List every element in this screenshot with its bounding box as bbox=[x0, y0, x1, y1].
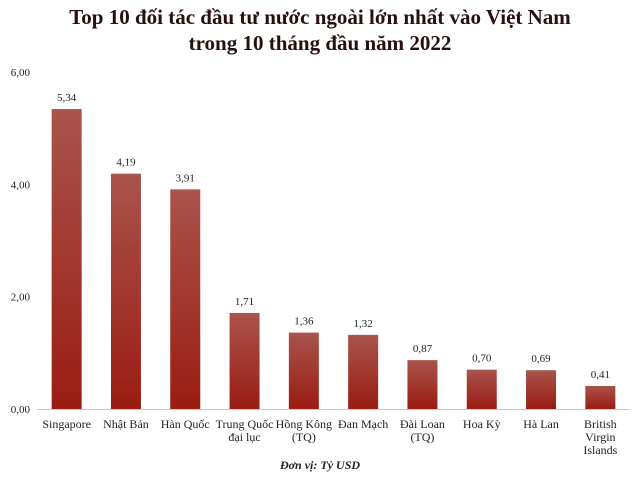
x-tick-label: Nhật Bản bbox=[103, 417, 149, 431]
x-tick-label: Đan Mạch bbox=[338, 417, 388, 431]
x-tick-label: Hàn Quốc bbox=[161, 417, 210, 431]
bar bbox=[110, 173, 141, 409]
data-label: 0,87 bbox=[413, 343, 433, 355]
data-label: 4,19 bbox=[116, 157, 136, 169]
data-label: 1,71 bbox=[235, 296, 254, 308]
bar bbox=[526, 370, 557, 409]
data-label: 3,91 bbox=[176, 172, 195, 184]
x-tick-label: (TQ) bbox=[292, 430, 316, 444]
y-tick-label: 4,00 bbox=[11, 179, 31, 191]
data-label: 0,70 bbox=[472, 353, 492, 365]
chart-title-line-2: trong 10 tháng đầu năm 2022 bbox=[188, 31, 452, 55]
data-label: 0,41 bbox=[591, 369, 610, 381]
y-tick-label: 0,00 bbox=[11, 404, 31, 416]
unit-label: Đơn vị: Tỷ USD bbox=[279, 458, 361, 472]
y-tick-label: 6,00 bbox=[11, 67, 31, 79]
chart-title: Top 10 đối tác đầu tư nước ngoài lớn nhấ… bbox=[0, 4, 640, 56]
bar bbox=[407, 360, 438, 409]
x-tick-label: Islands bbox=[583, 443, 617, 457]
x-tick-label: Hồng Kông bbox=[276, 417, 332, 431]
x-tick-label: Hà Lan bbox=[523, 417, 559, 431]
bar bbox=[51, 109, 82, 409]
data-label: 0,69 bbox=[531, 353, 551, 365]
bar bbox=[466, 369, 497, 409]
x-tick-label: Hoa Kỳ bbox=[463, 417, 501, 431]
bar bbox=[170, 189, 201, 409]
bar bbox=[585, 385, 616, 409]
bar bbox=[288, 332, 319, 409]
chart-title-line-1: Top 10 đối tác đầu tư nước ngoài lớn nhấ… bbox=[69, 5, 571, 29]
x-tick-label: (TQ) bbox=[410, 430, 434, 444]
x-tick-label: Đài Loan bbox=[400, 417, 445, 431]
data-label: 1,36 bbox=[294, 316, 314, 328]
data-label: 5,34 bbox=[57, 92, 77, 104]
x-tick-label: đại lục bbox=[228, 430, 260, 444]
bar bbox=[229, 312, 260, 409]
x-tick-label: British bbox=[584, 417, 617, 431]
data-label: 1,32 bbox=[354, 318, 373, 330]
bar bbox=[348, 334, 379, 409]
x-tick-label: Singapore bbox=[42, 417, 91, 431]
y-tick-label: 2,00 bbox=[11, 292, 31, 304]
x-tick-label: Trung Quốc bbox=[216, 417, 274, 431]
x-tick-label: Virgin bbox=[585, 430, 615, 444]
